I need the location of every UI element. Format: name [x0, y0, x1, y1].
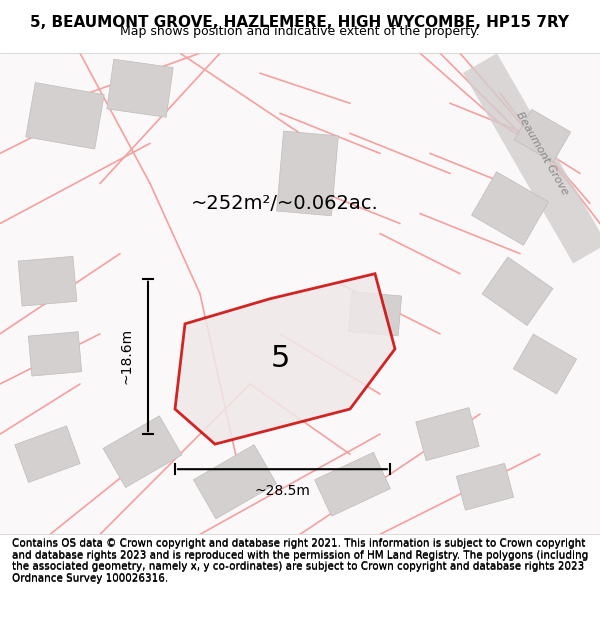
- Polygon shape: [514, 334, 577, 394]
- FancyBboxPatch shape: [0, 53, 600, 534]
- Text: ~18.6m: ~18.6m: [119, 328, 133, 384]
- Text: ~28.5m: ~28.5m: [254, 484, 310, 498]
- Text: ~252m²/~0.062ac.: ~252m²/~0.062ac.: [191, 194, 379, 213]
- Polygon shape: [416, 408, 479, 461]
- Polygon shape: [103, 416, 182, 488]
- Text: Beaumont Grove: Beaumont Grove: [514, 110, 570, 197]
- Polygon shape: [175, 274, 395, 444]
- Polygon shape: [514, 109, 571, 162]
- Polygon shape: [18, 256, 77, 306]
- Text: Contains OS data © Crown copyright and database right 2021. This information is : Contains OS data © Crown copyright and d…: [12, 539, 588, 584]
- Polygon shape: [28, 332, 82, 376]
- Polygon shape: [349, 292, 401, 336]
- Text: 5, BEAUMONT GROVE, HAZLEMERE, HIGH WYCOMBE, HP15 7RY: 5, BEAUMONT GROVE, HAZLEMERE, HIGH WYCOM…: [31, 15, 569, 30]
- Polygon shape: [457, 463, 514, 510]
- Polygon shape: [26, 82, 104, 149]
- Text: Contains OS data © Crown copyright and database right 2021. This information is : Contains OS data © Crown copyright and d…: [12, 538, 588, 582]
- Polygon shape: [277, 131, 338, 216]
- Polygon shape: [472, 172, 548, 245]
- Text: 5: 5: [271, 344, 290, 372]
- Polygon shape: [314, 452, 391, 516]
- Polygon shape: [193, 444, 277, 519]
- Text: Map shows position and indicative extent of the property.: Map shows position and indicative extent…: [120, 25, 480, 38]
- Polygon shape: [482, 257, 553, 326]
- Polygon shape: [107, 59, 173, 118]
- Polygon shape: [15, 426, 80, 483]
